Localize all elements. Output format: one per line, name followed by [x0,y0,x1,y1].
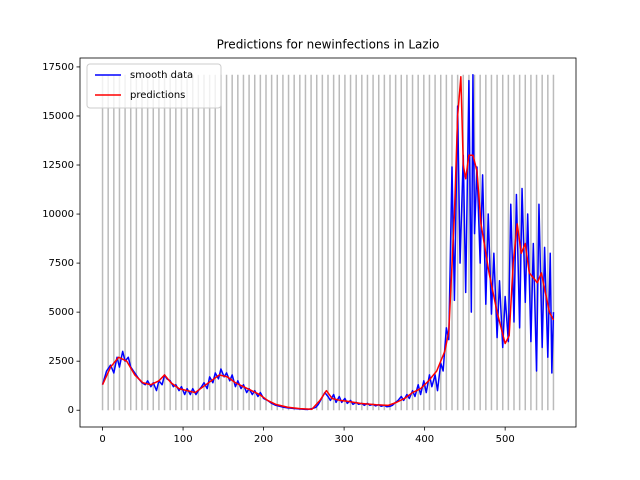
y-tick-label: 10000 [42,209,74,220]
x-tick-label: 100 [174,434,193,445]
x-tick-label: 500 [496,434,515,445]
y-tick-label: 7500 [49,258,74,269]
x-tick-label: 400 [415,434,434,445]
plot-area [101,74,555,411]
chart-title: Predictions for newinfections in Lazio [217,38,440,52]
legend-label: smooth data [130,70,193,81]
y-tick-label: 12500 [42,160,74,171]
legend: smooth data predictions [86,63,222,109]
y-tick-label: 0 [68,405,74,416]
y-tick-label: 5000 [49,307,74,318]
axes-frame [79,57,577,428]
y-tick-label: 17500 [42,62,74,73]
legend-label: predictions [130,90,185,101]
x-tick-label: 300 [335,434,354,445]
series-line [101,74,555,411]
x-tick-label: 0 [99,434,105,445]
x-tick-label: 200 [254,434,273,445]
y-tick-label: 2500 [49,356,74,367]
y-tick-label: 15000 [42,111,74,122]
series-line [101,75,555,410]
